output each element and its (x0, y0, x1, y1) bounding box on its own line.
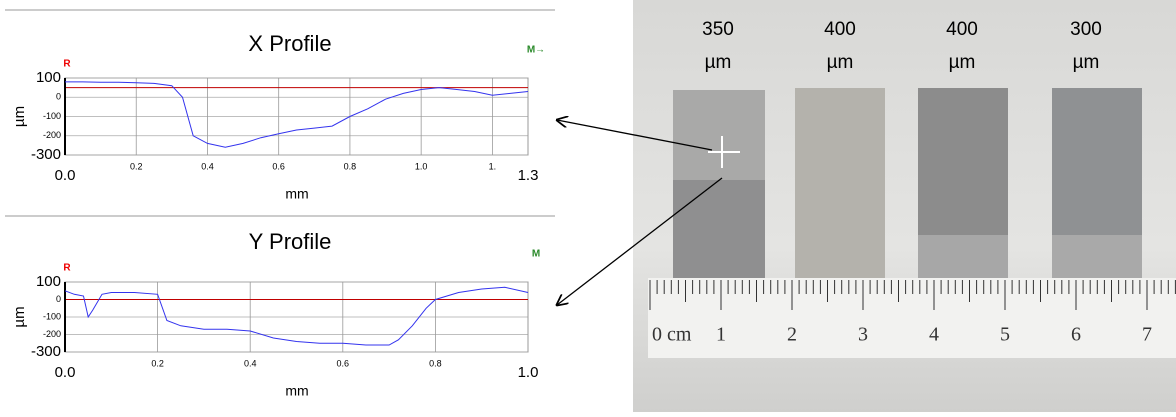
corner-label: R (63, 59, 71, 70)
ruler-label: 7 (1142, 324, 1152, 346)
x-tick-label: 0.4 (244, 358, 257, 368)
x-tick-label: 1. (489, 161, 497, 171)
sample-unit: µm (1073, 52, 1100, 73)
sample-thickness: 400 (946, 19, 978, 40)
y-tick-label: -200 (43, 329, 61, 339)
ruler-label: 1 (716, 324, 726, 346)
y-tick-label: -300 (31, 146, 61, 163)
sample-thickness: 300 (1070, 19, 1102, 40)
arrow (557, 120, 713, 151)
sample-mesh (1052, 235, 1142, 283)
sample-strip (795, 88, 885, 283)
y-tick-label: 100 (36, 69, 61, 86)
corner-label: M→ (527, 45, 545, 56)
y-axis-label: µm (11, 106, 28, 127)
photo (633, 0, 1176, 412)
x-tick-label: 0.0 (55, 364, 76, 381)
ruler-label: 6 (1071, 324, 1081, 346)
arrow (557, 177, 723, 305)
y-tick-label: -300 (31, 343, 61, 360)
chart-title: X Profile (248, 31, 331, 56)
x-tick-label: 0.2 (130, 161, 143, 171)
x-axis-label: mm (285, 383, 308, 399)
x-tick-label: 0.0 (55, 167, 76, 184)
corner-label: R (63, 263, 71, 274)
x-tick-label: 0.2 (151, 358, 164, 368)
y-tick-label: -100 (43, 311, 61, 321)
ruler-label: 3 (858, 324, 868, 346)
y-tick-label: -100 (43, 111, 61, 121)
x-tick-label: 1.3 (518, 167, 539, 184)
ruler-label: 0 cm (652, 324, 692, 346)
y-tick-label: -200 (43, 130, 61, 140)
sample-unit: µm (705, 52, 732, 73)
profile-line (65, 81, 529, 148)
chart-title: Y Profile (249, 229, 332, 254)
x-tick-label: 0.8 (344, 161, 357, 171)
x-tick-label: 0.4 (201, 161, 214, 171)
x-axis-label: mm (285, 186, 308, 202)
ruler (648, 278, 1176, 358)
corner-label: M (532, 249, 540, 260)
ruler-label: 2 (787, 324, 797, 346)
y-tick-label: 0 (56, 294, 61, 304)
x-tick-label: 0.8 (429, 358, 442, 368)
sample-thickness: 400 (824, 19, 856, 40)
sample-mesh (918, 235, 1008, 283)
sample-thickness: 350 (702, 19, 734, 40)
sample-mesh (673, 180, 765, 285)
y-tick-label: 100 (36, 273, 61, 290)
ruler-label: 4 (929, 324, 939, 346)
x-tick-label: 1.0 (518, 364, 539, 381)
x-tick-label: 0.6 (272, 161, 285, 171)
sample-unit: µm (949, 52, 976, 73)
ruler-label: 5 (1000, 324, 1010, 346)
x-tick-label: 1.0 (415, 161, 428, 171)
y-axis-label: µm (11, 306, 28, 327)
sample-unit: µm (827, 52, 854, 73)
x-tick-label: 0.6 (337, 358, 350, 368)
profile-line (64, 286, 529, 346)
y-tick-label: 0 (56, 92, 61, 102)
